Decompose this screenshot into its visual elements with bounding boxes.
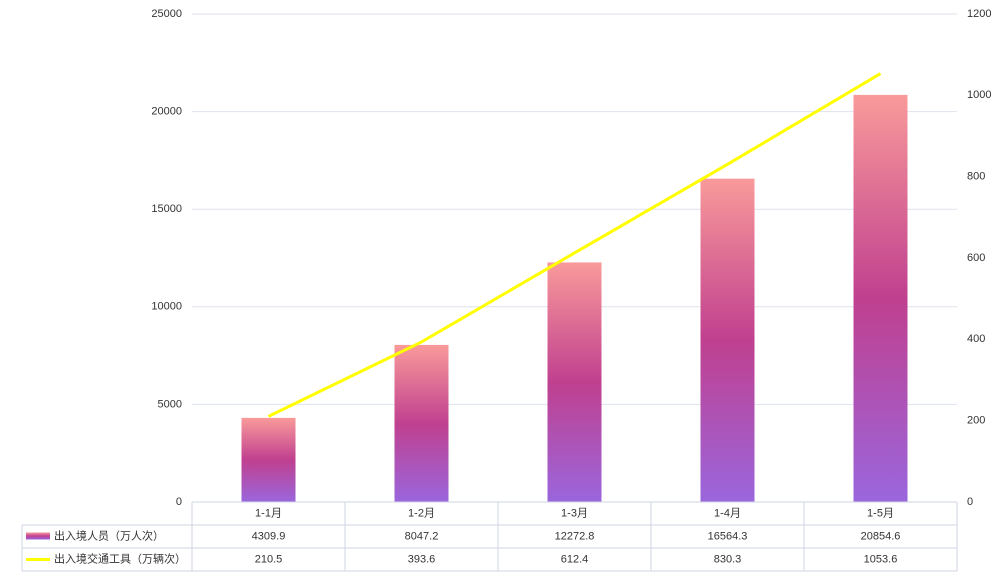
table-value: 12272.8 bbox=[555, 530, 595, 542]
table-value: 8047.2 bbox=[405, 530, 439, 542]
y-tick-label: 5000 bbox=[158, 398, 182, 410]
table-value: 210.5 bbox=[255, 553, 283, 565]
table-value: 393.6 bbox=[408, 553, 436, 565]
bar bbox=[853, 94, 908, 502]
y2-tick-label: 800 bbox=[967, 171, 985, 183]
bar bbox=[547, 262, 602, 502]
x-tick-label: 1-3月 bbox=[561, 507, 588, 519]
line bbox=[267, 72, 882, 418]
bar bbox=[241, 417, 296, 502]
table-value: 1053.6 bbox=[864, 553, 898, 565]
y2-tick-label: 400 bbox=[967, 333, 985, 345]
x-tick-label: 1-2月 bbox=[408, 507, 435, 519]
table-value: 4309.9 bbox=[252, 530, 286, 542]
y2-tick-label: 1200 bbox=[967, 8, 991, 20]
legend-label: 出入境交通工具（万辆次） bbox=[54, 551, 186, 565]
y-tick-label: 15000 bbox=[151, 203, 182, 215]
x-tick-label: 1-4月 bbox=[714, 507, 741, 519]
table-value: 612.4 bbox=[561, 553, 589, 565]
bar bbox=[700, 178, 755, 503]
x-tick-label: 1-1月 bbox=[255, 507, 282, 519]
table-value: 830.3 bbox=[714, 553, 742, 565]
x-tick-label: 1-5月 bbox=[867, 507, 894, 519]
legend-swatch bbox=[26, 532, 50, 540]
bar bbox=[394, 344, 449, 502]
y2-tick-label: 200 bbox=[967, 415, 985, 427]
y2-tick-label: 0 bbox=[967, 496, 973, 508]
y-tick-label: 10000 bbox=[151, 301, 182, 313]
y-tick-label: 25000 bbox=[151, 8, 182, 20]
y-tick-label: 0 bbox=[176, 496, 182, 508]
table-value: 20854.6 bbox=[861, 530, 901, 542]
legend-label: 出入境人员（万人次） bbox=[54, 528, 164, 542]
y-tick-label: 20000 bbox=[151, 106, 182, 118]
y2-tick-label: 600 bbox=[967, 252, 985, 264]
y2-tick-label: 1000 bbox=[967, 89, 991, 101]
table-value: 16564.3 bbox=[708, 530, 748, 542]
